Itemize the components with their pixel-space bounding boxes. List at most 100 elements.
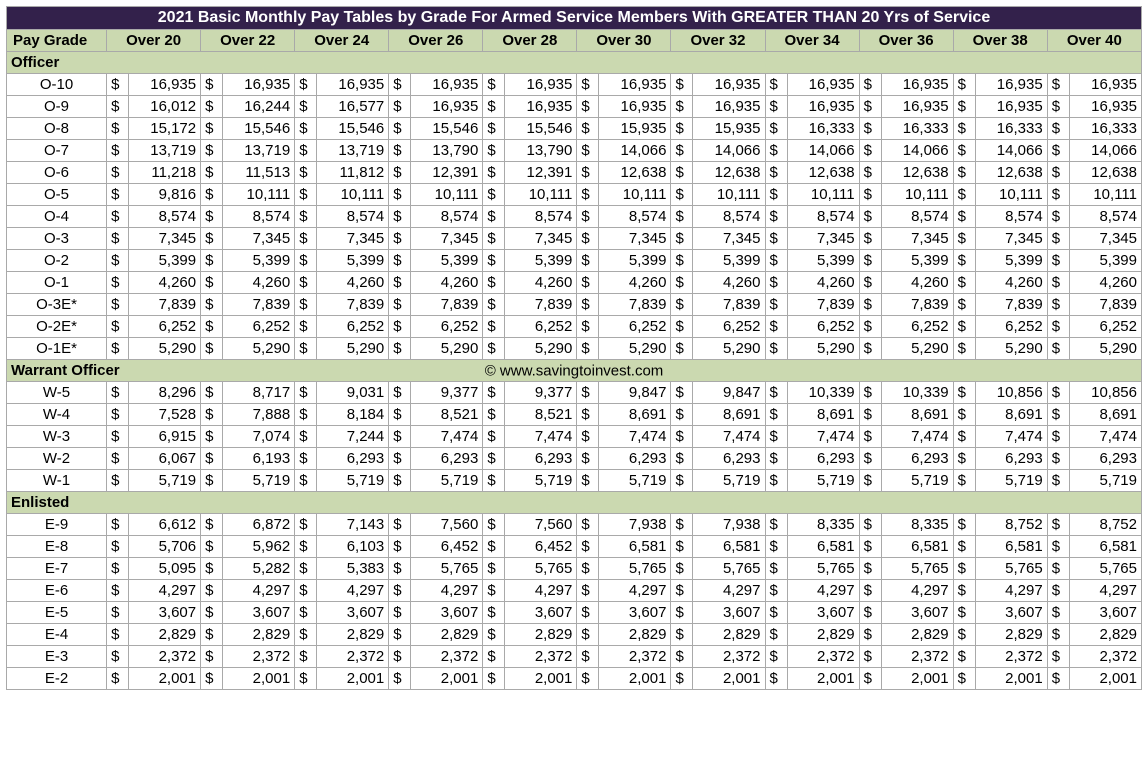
value-cell: 4,260 (975, 272, 1047, 294)
value-cell: 5,719 (693, 470, 765, 492)
value-cell: 4,297 (693, 580, 765, 602)
currency-symbol: $ (107, 250, 129, 272)
value-cell: 16,935 (787, 74, 859, 96)
value-cell: 4,297 (505, 580, 577, 602)
currency-symbol: $ (859, 536, 881, 558)
section-header: Officer (7, 52, 1142, 74)
currency-symbol: $ (765, 382, 787, 404)
value-cell: 2,001 (693, 668, 765, 690)
value-cell: 15,546 (505, 118, 577, 140)
value-cell: 2,829 (693, 624, 765, 646)
table-row: O-2E*$6,252$6,252$6,252$6,252$6,252$6,25… (7, 316, 1142, 338)
currency-symbol: $ (671, 558, 693, 580)
value-cell: 6,581 (599, 536, 671, 558)
currency-symbol: $ (765, 74, 787, 96)
currency-symbol: $ (295, 602, 317, 624)
value-cell: 5,765 (1069, 558, 1141, 580)
currency-symbol: $ (483, 470, 505, 492)
currency-symbol: $ (859, 382, 881, 404)
value-cell: 10,111 (787, 184, 859, 206)
value-cell: 7,474 (1069, 426, 1141, 448)
col-header-year: Over 30 (577, 30, 671, 52)
value-cell: 7,345 (317, 228, 389, 250)
currency-symbol: $ (295, 668, 317, 690)
currency-symbol: $ (107, 624, 129, 646)
currency-symbol: $ (295, 118, 317, 140)
currency-symbol: $ (483, 228, 505, 250)
value-cell: 6,252 (599, 316, 671, 338)
value-cell: 12,638 (975, 162, 1047, 184)
value-cell: 16,333 (1069, 118, 1141, 140)
value-cell: 16,935 (975, 96, 1047, 118)
value-cell: 3,607 (317, 602, 389, 624)
value-cell: 11,812 (317, 162, 389, 184)
currency-symbol: $ (295, 96, 317, 118)
currency-symbol: $ (953, 382, 975, 404)
value-cell: 8,521 (411, 404, 483, 426)
currency-symbol: $ (953, 162, 975, 184)
col-header-year: Over 24 (295, 30, 389, 52)
value-cell: 16,935 (599, 96, 671, 118)
currency-symbol: $ (201, 316, 223, 338)
value-cell: 15,172 (129, 118, 201, 140)
value-cell: 10,111 (411, 184, 483, 206)
currency-symbol: $ (107, 206, 129, 228)
value-cell: 7,839 (975, 294, 1047, 316)
value-cell: 4,260 (317, 272, 389, 294)
currency-symbol: $ (859, 404, 881, 426)
value-cell: 8,184 (317, 404, 389, 426)
value-cell: 7,938 (693, 514, 765, 536)
value-cell: 16,935 (223, 74, 295, 96)
currency-symbol: $ (765, 338, 787, 360)
value-cell: 6,252 (411, 316, 483, 338)
table-row: O-4$8,574$8,574$8,574$8,574$8,574$8,574$… (7, 206, 1142, 228)
currency-symbol: $ (295, 316, 317, 338)
value-cell: 2,829 (223, 624, 295, 646)
value-cell: 6,581 (693, 536, 765, 558)
value-cell: 6,915 (129, 426, 201, 448)
section-header: Warrant Officer© www.savingtoinvest.com (7, 360, 1142, 382)
header-row: Pay GradeOver 20Over 22Over 24Over 26Ove… (7, 30, 1142, 52)
grade-cell: O-1 (7, 272, 107, 294)
grade-cell: O-10 (7, 74, 107, 96)
grade-cell: O-3E* (7, 294, 107, 316)
currency-symbol: $ (953, 602, 975, 624)
currency-symbol: $ (577, 162, 599, 184)
value-cell: 6,293 (1069, 448, 1141, 470)
currency-symbol: $ (765, 470, 787, 492)
value-cell: 14,066 (787, 140, 859, 162)
currency-symbol: $ (107, 118, 129, 140)
currency-symbol: $ (953, 118, 975, 140)
currency-symbol: $ (295, 206, 317, 228)
currency-symbol: $ (295, 250, 317, 272)
currency-symbol: $ (483, 162, 505, 184)
value-cell: 8,691 (1069, 404, 1141, 426)
value-cell: 2,829 (975, 624, 1047, 646)
value-cell: 10,111 (599, 184, 671, 206)
currency-symbol: $ (295, 162, 317, 184)
currency-symbol: $ (201, 140, 223, 162)
currency-symbol: $ (953, 228, 975, 250)
value-cell: 2,372 (975, 646, 1047, 668)
currency-symbol: $ (483, 184, 505, 206)
currency-symbol: $ (389, 536, 411, 558)
currency-symbol: $ (859, 646, 881, 668)
col-header-year: Over 26 (389, 30, 483, 52)
value-cell: 15,546 (411, 118, 483, 140)
currency-symbol: $ (577, 668, 599, 690)
table-row: O-2$5,399$5,399$5,399$5,399$5,399$5,399$… (7, 250, 1142, 272)
currency-symbol: $ (953, 404, 975, 426)
currency-symbol: $ (201, 448, 223, 470)
currency-symbol: $ (389, 272, 411, 294)
value-cell: 4,260 (129, 272, 201, 294)
value-cell: 10,856 (975, 382, 1047, 404)
currency-symbol: $ (859, 184, 881, 206)
currency-symbol: $ (201, 338, 223, 360)
value-cell: 5,765 (787, 558, 859, 580)
currency-symbol: $ (671, 470, 693, 492)
value-cell: 5,719 (223, 470, 295, 492)
value-cell: 6,581 (881, 536, 953, 558)
value-cell: 5,765 (975, 558, 1047, 580)
value-cell: 4,297 (1069, 580, 1141, 602)
value-cell: 8,717 (223, 382, 295, 404)
